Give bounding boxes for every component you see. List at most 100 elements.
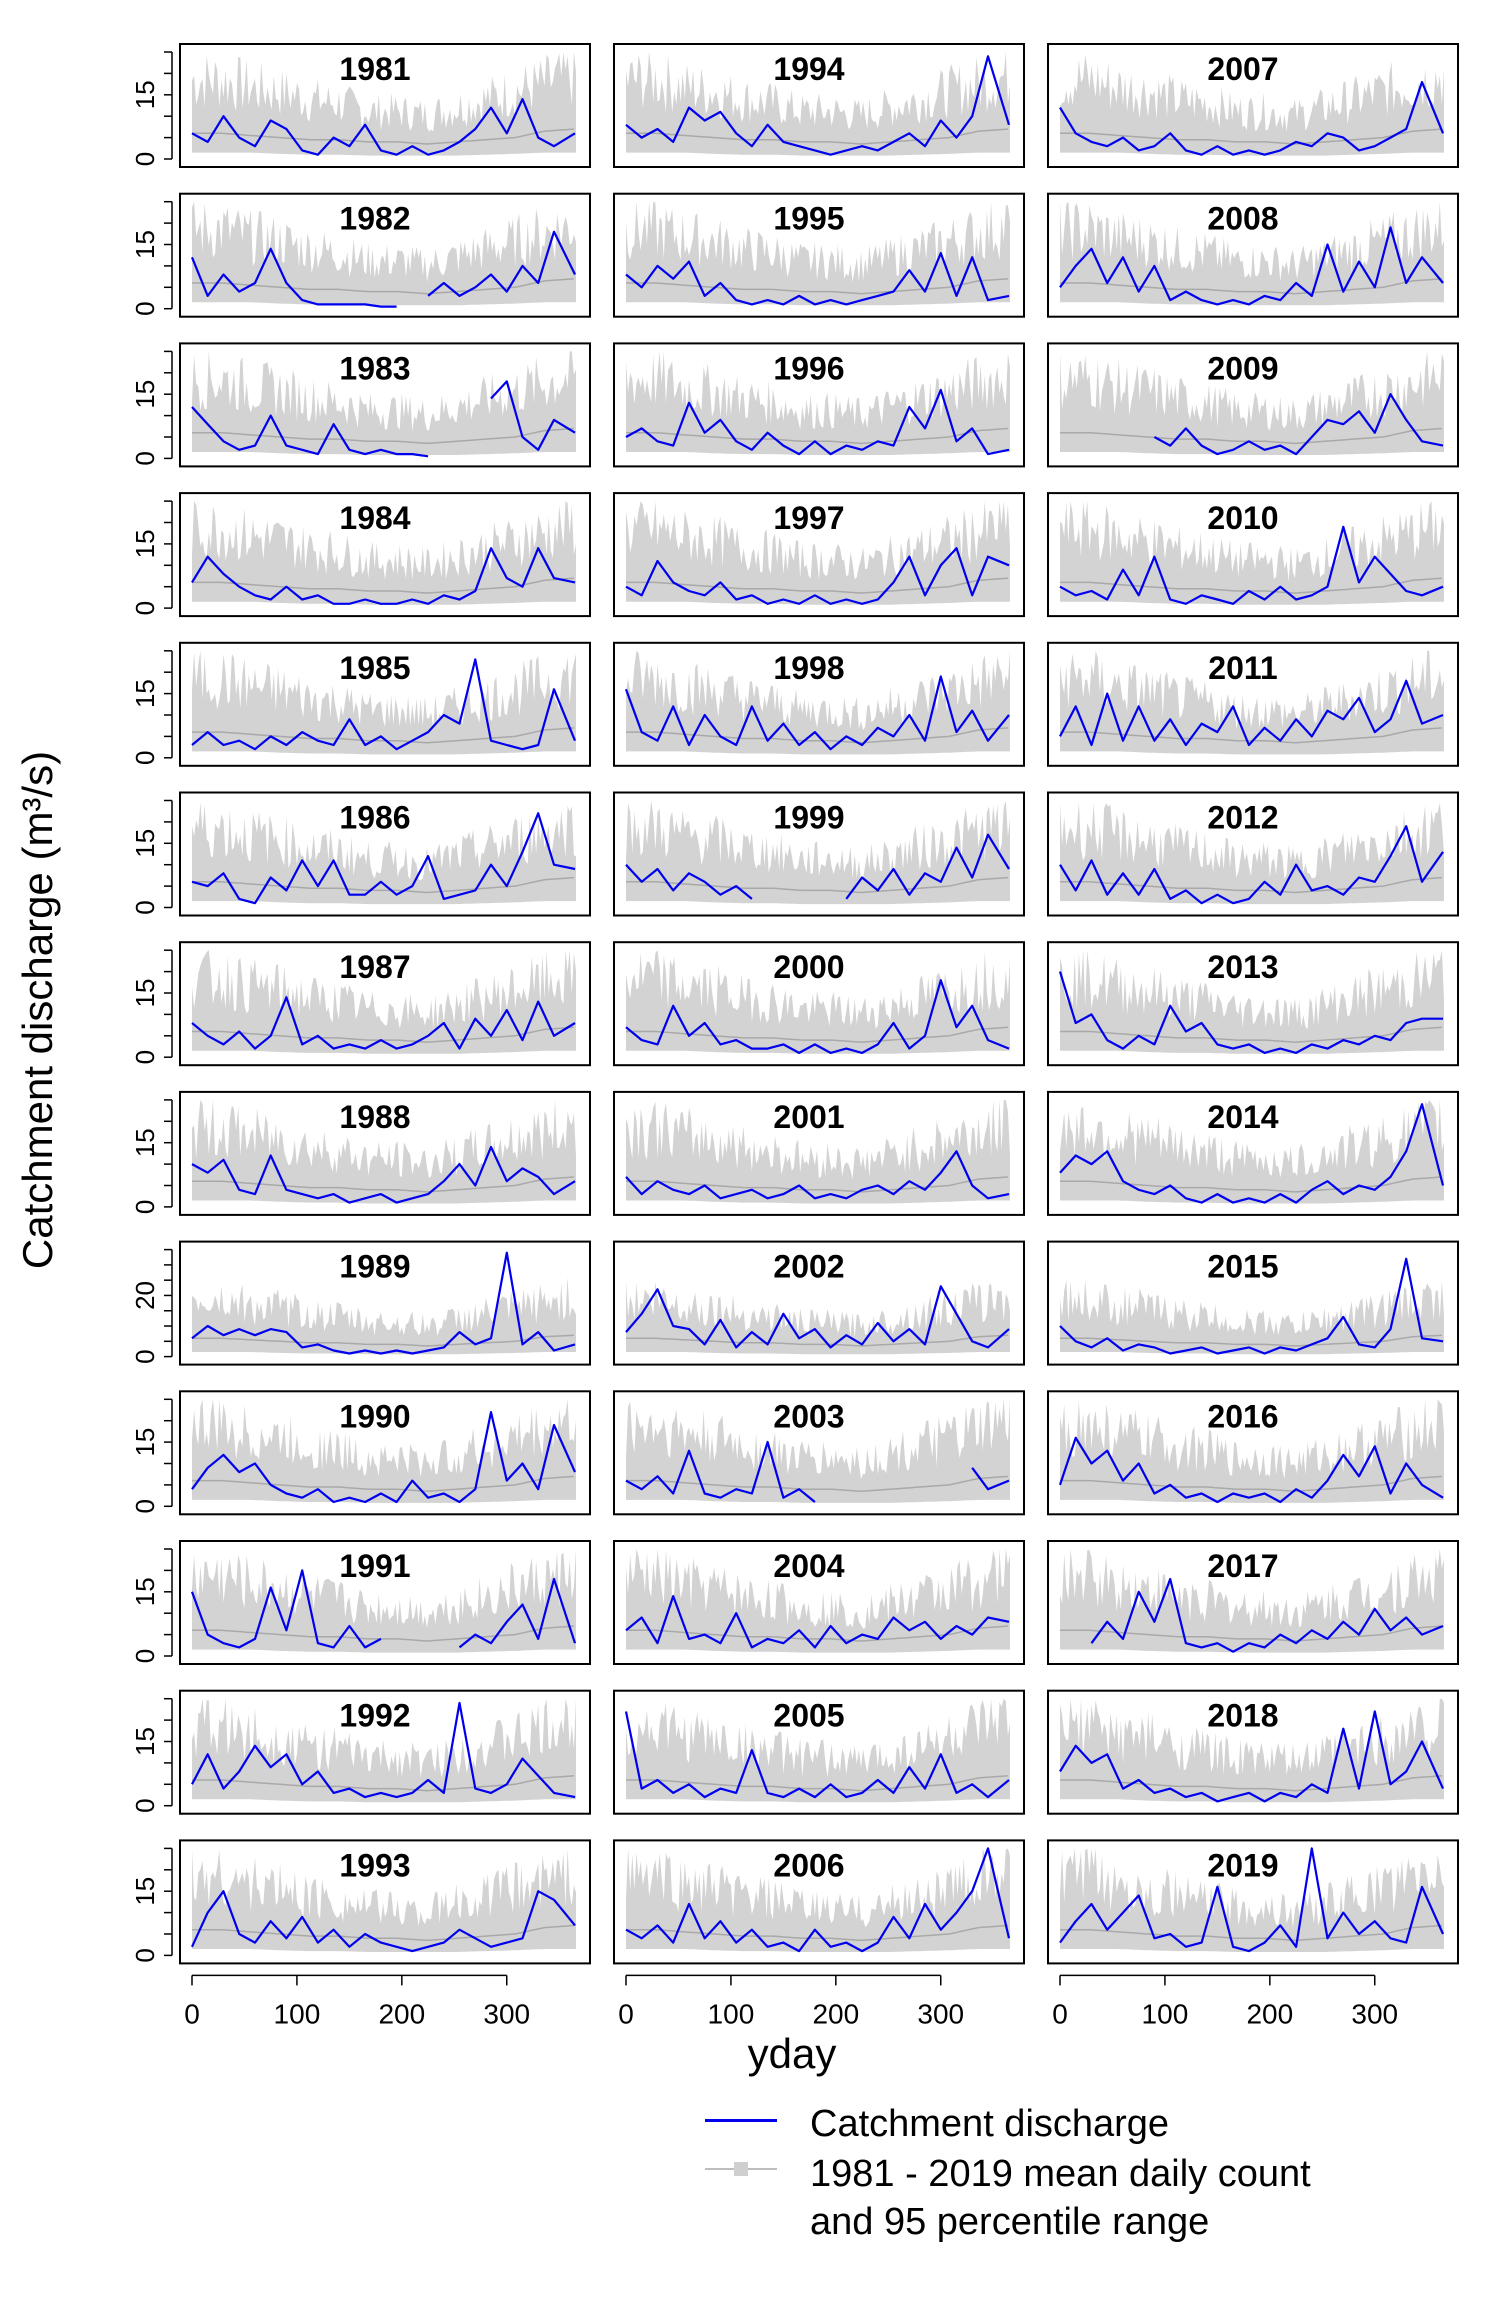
panel-1999: 1999 (613, 791, 1025, 917)
panel-frame-1988 (179, 1090, 591, 1216)
x-tick-label-col2-300: 300 (917, 1998, 964, 2029)
panel-title-2019: 2019 (1207, 1847, 1278, 1883)
discharge-line-2003-0 (625, 1440, 816, 1503)
panel-title-2014: 2014 (1207, 1099, 1278, 1135)
mean-line-1993 (192, 1924, 574, 1942)
x-tick-label-col1-300: 300 (483, 1998, 530, 2029)
panel-title-1982: 1982 (339, 201, 410, 237)
percentile-band-2019 (1060, 1848, 1444, 1952)
mean-line-1986 (192, 876, 574, 894)
y-axis-label: Catchment discharge (m³/s) (14, 751, 61, 1269)
panel-title-1983: 1983 (339, 350, 410, 386)
panel-frame-2014 (1047, 1090, 1459, 1216)
panel-2001: 2001 (613, 1090, 1025, 1216)
panel-1983: 1983 0 15 (130, 342, 591, 468)
panel-frame-2003 (613, 1390, 1025, 1516)
panel-title-2005: 2005 (773, 1698, 844, 1734)
y-tick-label-1982-0: 0 (130, 301, 160, 315)
legend-item-discharge: Catchment discharge (700, 2100, 1169, 2148)
mean-line-1994 (626, 128, 1008, 145)
panel-2005: 2005 (613, 1689, 1025, 1815)
y-tick-label-1988-0: 0 (130, 1200, 160, 1214)
panel-title-1985: 1985 (339, 650, 410, 686)
discharge-line-2014-0 (1059, 1103, 1445, 1204)
y-tick-label-1993-15: 15 (130, 1877, 160, 1906)
panel-1987: 1987 0 15 (130, 941, 591, 1067)
x-tick-label-col2-200: 200 (812, 1998, 859, 2029)
mean-line-1983 (192, 427, 574, 445)
discharge-line-2002-0 (625, 1285, 1010, 1349)
panel-2011: 2011 (1047, 641, 1459, 767)
percentile-band-1982 (192, 201, 576, 306)
discharge-line-1983-1 (490, 380, 576, 451)
mean-line-2011 (1060, 727, 1442, 744)
panel-frame-2002 (613, 1240, 1025, 1366)
x-tick-label-col3-0: 0 (1052, 1998, 1068, 2029)
panel-1986: 1986 0 15 (130, 791, 591, 917)
discharge-line-1998-0 (624, 675, 1010, 751)
discharge-line-1984-0 (191, 547, 576, 605)
mean-line-2003 (626, 1475, 1008, 1493)
discharge-line-1983-0 (191, 406, 429, 458)
panel-frame-1984 (179, 492, 591, 618)
panel-title-2017: 2017 (1207, 1548, 1278, 1584)
percentile-band-1992 (192, 1698, 576, 1803)
mean-line-2017 (1060, 1625, 1442, 1642)
panel-2006: 2006 (613, 1839, 1025, 1965)
panel-1990: 1990 0 15 (130, 1390, 591, 1516)
panel-1994: 1994 (613, 43, 1025, 168)
panel-title-2018: 2018 (1207, 1698, 1278, 1734)
percentile-band-1987 (192, 950, 576, 1054)
discharge-line-1986-0 (191, 812, 576, 905)
percentile-band-1998 (626, 650, 1010, 755)
panel-frame-1998 (613, 641, 1025, 767)
legend-item-climatology: 1981 - 2019 mean daily count and 95 perc… (700, 2150, 1311, 2246)
discharge-line-1981-0 (191, 97, 576, 156)
legend-label-climatology: 1981 - 2019 mean daily count and 95 perc… (782, 2150, 1311, 2246)
panel-1992: 1992 0 15 (130, 1689, 591, 1815)
mean-line-1995 (626, 278, 1008, 295)
panel-2013: 2013 (1047, 941, 1459, 1067)
y-tick-label-1988-15: 15 (130, 1128, 160, 1157)
legend-line-discharge (705, 2119, 777, 2122)
discharge-line-1994-0 (625, 55, 1011, 156)
discharge-line-1982-0 (190, 247, 397, 308)
panel-title-1998: 1998 (773, 650, 844, 686)
panel-frame-2007 (1047, 43, 1459, 168)
discharge-line-1992-0 (191, 1701, 576, 1799)
percentile-band-1999 (626, 800, 1010, 905)
percentile-band-2003 (626, 1399, 1010, 1503)
panel-2018: 2018 (1047, 1689, 1459, 1815)
percentile-band-1988 (192, 1099, 576, 1204)
panel-frame-1995 (613, 192, 1025, 318)
panel-frame-1981 (179, 43, 591, 168)
x-axis-label: yday (748, 2030, 837, 2077)
panel-title-2016: 2016 (1207, 1398, 1278, 1434)
discharge-line-1999-1 (845, 833, 1010, 900)
percentile-band-2002 (626, 1281, 1010, 1355)
x-tick-label-col2-100: 100 (708, 1998, 755, 2029)
panel-frame-2015 (1047, 1240, 1459, 1366)
legend: Catchment discharge 1981 - 2019 mean dai… (700, 2100, 1490, 2295)
panel-1998: 1998 (613, 641, 1025, 767)
panel-title-2007: 2007 (1207, 51, 1278, 87)
panel-frame-1996 (613, 342, 1025, 468)
discharge-line-2012-0 (1059, 825, 1444, 905)
panel-2002: 2002 (613, 1240, 1025, 1366)
panel-title-1996: 1996 (773, 350, 844, 386)
discharge-line-2011-0 (1059, 679, 1444, 747)
mean-line-2018 (1060, 1775, 1442, 1792)
percentile-band-2001 (626, 1099, 1010, 1204)
discharge-line-2009-0 (1153, 393, 1444, 456)
panel-title-1989: 1989 (339, 1249, 410, 1285)
discharge-line-2000-0 (625, 979, 1010, 1055)
mean-line-1998 (626, 727, 1008, 744)
x-axes: 0 100 200 300 0 100 200 300 0 100 200 300 (184, 1974, 1398, 2029)
discharge-line-2004-0 (625, 1594, 1010, 1649)
panel-2008: 2008 (1047, 192, 1459, 318)
mean-line-1990 (192, 1475, 574, 1493)
y-tick-label-1984-0: 0 (130, 601, 160, 615)
panel-title-1981: 1981 (339, 51, 410, 87)
y-tick-label-1986-0: 0 (130, 900, 160, 914)
